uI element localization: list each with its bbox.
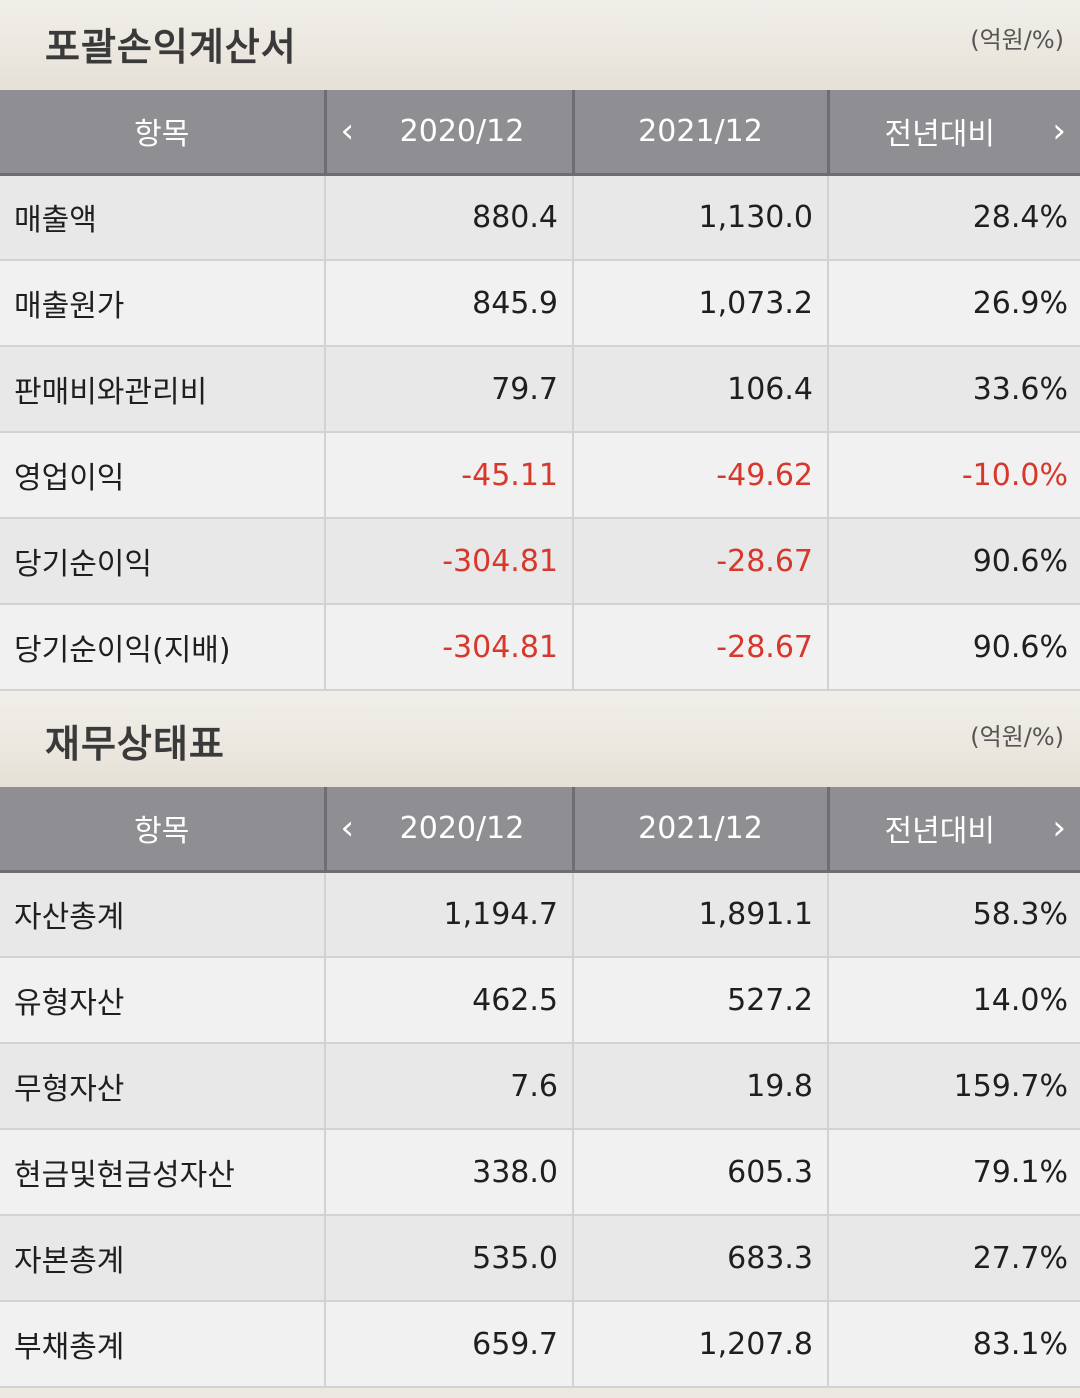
balance-header-row: 항목 ‹ 2020/12 2021/12 전년대비 ›	[0, 787, 1080, 873]
balance-table-body: 자산총계 1,194.7 1,891.1 58.3% 유형자산 462.5 527.2 14.…	[0, 871, 1080, 1388]
value-yoy: 28.4%	[828, 174, 1080, 261]
value-yoy: 33.6%	[828, 346, 1080, 433]
table-row: 자본총계 535.0 683.3 27.7%	[0, 1215, 1080, 1302]
row-label: 판매비와관리비	[0, 346, 326, 433]
value-yoy: 90.6%	[828, 604, 1080, 691]
income-section-header: 포괄손익계산서 (억원/%)	[0, 0, 1080, 90]
income-header-row: 항목 ‹ 2020/12 2021/12 전년대비 ›	[0, 90, 1080, 176]
value-2021: 683.3	[573, 1215, 829, 1302]
row-label: 매출액	[0, 174, 326, 261]
table-row: 당기순이익 -304.81 -28.67 90.6%	[0, 518, 1080, 605]
value-2020: 338.0	[325, 1129, 574, 1216]
income-table-body: 매출액 880.4 1,130.0 28.4% 매출원가 845.9 1,073.2 26.9…	[0, 174, 1080, 691]
row-label: 현금및현금성자산	[0, 1129, 326, 1216]
value-2021: 1,207.8	[573, 1301, 829, 1388]
value-2020: 1,194.7	[325, 871, 574, 958]
col-header-2021: 2021/12	[573, 787, 830, 873]
row-label: 부채총계	[0, 1301, 326, 1388]
table-row: 매출액 880.4 1,130.0 28.4%	[0, 174, 1080, 261]
income-unit: (억원/%)	[970, 26, 1064, 54]
value-yoy: 26.9%	[828, 260, 1080, 347]
value-2021: 605.3	[573, 1129, 829, 1216]
value-2021: -28.67	[573, 604, 829, 691]
value-2021: 527.2	[573, 957, 829, 1044]
balance-unit: (억원/%)	[970, 723, 1064, 751]
row-label: 자산총계	[0, 871, 326, 958]
value-2020: 880.4	[325, 174, 574, 261]
value-yoy: 79.1%	[828, 1129, 1080, 1216]
row-label: 매출원가	[0, 260, 326, 347]
table-row: 부채총계 659.7 1,207.8 83.1%	[0, 1301, 1080, 1388]
value-2020: 7.6	[325, 1043, 574, 1130]
balance-title: 재무상태표	[45, 722, 225, 766]
table-row: 매출원가 845.9 1,073.2 26.9%	[0, 260, 1080, 347]
col-header-2020: ‹ 2020/12	[325, 90, 575, 176]
value-2020: 462.5	[325, 957, 574, 1044]
value-2020: 659.7	[325, 1301, 574, 1388]
value-2021: 1,073.2	[573, 260, 829, 347]
row-label: 무형자산	[0, 1043, 326, 1130]
col-header-yoy: 전년대비 ›	[828, 90, 1080, 176]
col-header-item: 항목	[0, 90, 327, 176]
chevron-left-icon[interactable]: ‹	[340, 111, 355, 152]
row-label: 당기순이익(지배)	[0, 604, 326, 691]
table-row: 자산총계 1,194.7 1,891.1 58.3%	[0, 871, 1080, 958]
value-yoy: 27.7%	[828, 1215, 1080, 1302]
value-yoy: 14.0%	[828, 957, 1080, 1044]
balance-section-header: 재무상태표 (억원/%)	[0, 691, 1080, 787]
value-2020: 845.9	[325, 260, 574, 347]
table-row: 무형자산 7.6 19.8 159.7%	[0, 1043, 1080, 1130]
value-yoy: -10.0%	[828, 432, 1080, 519]
row-label: 영업이익	[0, 432, 326, 519]
value-2020: -304.81	[325, 604, 574, 691]
table-row: 유형자산 462.5 527.2 14.0%	[0, 957, 1080, 1044]
value-2020: 535.0	[325, 1215, 574, 1302]
value-2021: 1,130.0	[573, 174, 829, 261]
balance-table: 항목 ‹ 2020/12 2021/12 전년대비 › 자산총계 1,194.7 1…	[0, 787, 1080, 1388]
value-2021: -49.62	[573, 432, 829, 519]
income-table: 항목 ‹ 2020/12 2021/12 전년대비 › 매출액 880.4 1,13…	[0, 90, 1080, 691]
value-yoy: 90.6%	[828, 518, 1080, 605]
col-header-yoy: 전년대비 ›	[828, 787, 1080, 873]
table-row: 영업이익 -45.11 -49.62 -10.0%	[0, 432, 1080, 519]
chevron-right-icon[interactable]: ›	[1052, 111, 1066, 152]
table-row: 현금및현금성자산 338.0 605.3 79.1%	[0, 1129, 1080, 1216]
row-label: 유형자산	[0, 957, 326, 1044]
value-yoy: 58.3%	[828, 871, 1080, 958]
value-2020: 79.7	[325, 346, 574, 433]
row-label: 당기순이익	[0, 518, 326, 605]
table-row: 판매비와관리비 79.7 106.4 33.6%	[0, 346, 1080, 433]
value-2021: 19.8	[573, 1043, 829, 1130]
value-2021: 1,891.1	[573, 871, 829, 958]
value-2021: 106.4	[573, 346, 829, 433]
table-row: 당기순이익(지배) -304.81 -28.67 90.6%	[0, 604, 1080, 691]
value-yoy: 159.7%	[828, 1043, 1080, 1130]
col-header-2021: 2021/12	[573, 90, 830, 176]
chevron-left-icon[interactable]: ‹	[340, 808, 355, 849]
col-header-2020: ‹ 2020/12	[325, 787, 575, 873]
value-2020: -45.11	[325, 432, 574, 519]
row-label: 자본총계	[0, 1215, 326, 1302]
value-yoy: 83.1%	[828, 1301, 1080, 1388]
col-header-item: 항목	[0, 787, 327, 873]
value-2020: -304.81	[325, 518, 574, 605]
chevron-right-icon[interactable]: ›	[1052, 808, 1066, 849]
income-title: 포괄손익계산서	[45, 25, 297, 69]
value-2021: -28.67	[573, 518, 829, 605]
